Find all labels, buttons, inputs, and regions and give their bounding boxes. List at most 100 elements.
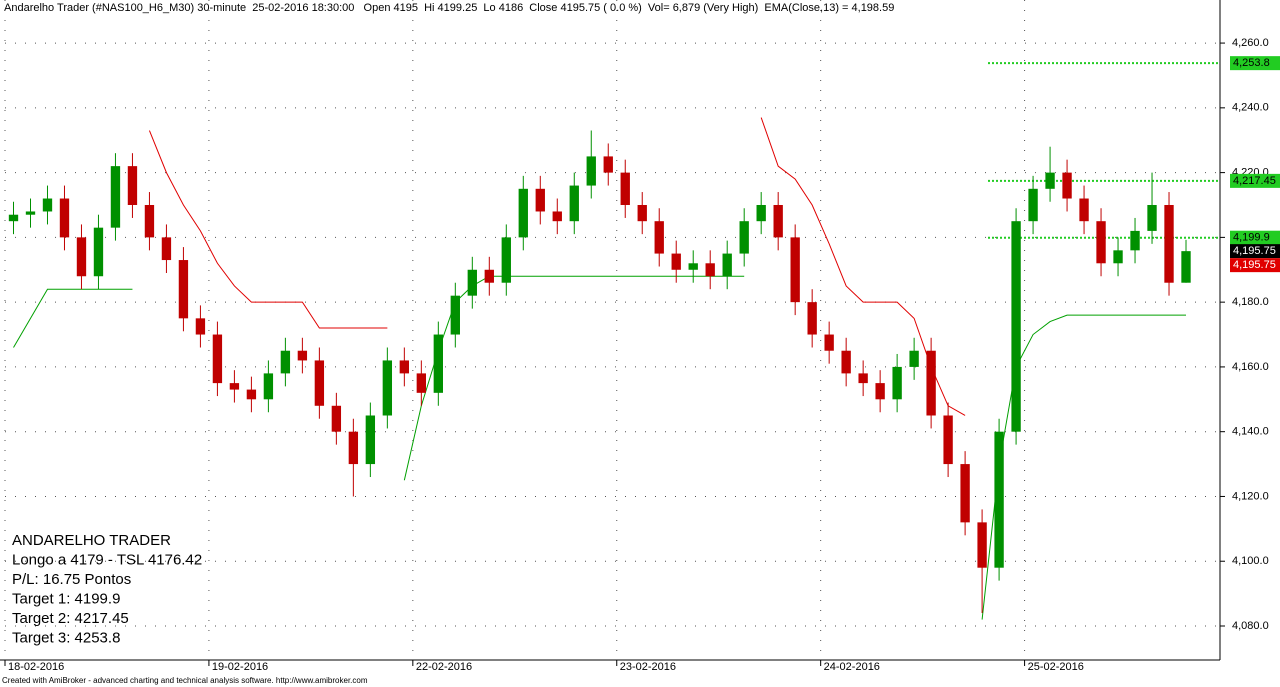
candle-body: [688, 263, 698, 270]
x-tick-label: 24-02-2016: [824, 661, 880, 673]
candle-body: [433, 334, 443, 393]
candle-body: [212, 334, 223, 384]
candle-body: [144, 204, 155, 238]
info-line: P/L: 16.75 Pontos: [12, 571, 131, 588]
footer: Created with AmiBroker - advanced charti…: [2, 676, 368, 685]
candle-body: [331, 405, 342, 432]
candle-body: [569, 185, 579, 222]
candle-body: [110, 166, 121, 228]
candle-body: [586, 156, 596, 186]
candle-body: [722, 253, 732, 277]
candle-body: [59, 198, 70, 238]
candle-body: [93, 227, 104, 277]
candle-body: [1147, 204, 1157, 231]
candle-body: [1181, 251, 1191, 283]
candle-body: [382, 360, 393, 416]
price-marker: [1230, 244, 1280, 259]
candle-body: [399, 360, 410, 374]
level-label: 4,217.45: [1233, 175, 1276, 187]
candle-body: [858, 373, 868, 384]
level-box: [1230, 173, 1280, 188]
y-tick-label: 4,140.0: [1232, 426, 1269, 438]
stop-line: [13, 288, 133, 348]
candle-body: [943, 415, 953, 465]
candle-body: [739, 221, 749, 254]
candle-body: [76, 237, 87, 277]
candle-body: [178, 260, 189, 319]
candle-body: [705, 263, 715, 277]
candle-body: [994, 431, 1004, 568]
candle-body: [1028, 188, 1038, 222]
x-tick-label: 22-02-2016: [416, 661, 472, 673]
candle-body: [25, 211, 36, 215]
candle-body: [756, 204, 766, 222]
candle-body: [1079, 198, 1089, 222]
info-line: Target 3: 4253.8: [12, 629, 120, 646]
candle-body: [484, 269, 494, 283]
y-tick-label: 4,080.0: [1232, 620, 1269, 632]
candle-body: [518, 188, 528, 238]
candle-body: [127, 166, 138, 205]
candle-body: [229, 383, 240, 390]
candle-body: [654, 221, 664, 254]
candle-body: [467, 269, 477, 296]
candle-body: [348, 431, 359, 465]
candle-body: [1130, 230, 1140, 251]
candle-body: [246, 389, 257, 400]
candle-body: [1011, 221, 1021, 432]
candle-body: [824, 334, 834, 351]
candle-body: [841, 350, 851, 374]
candle-body: [1045, 172, 1055, 189]
candle-body: [314, 360, 325, 406]
candle-body: [263, 373, 274, 400]
candle-body: [161, 237, 172, 261]
candle-body: [280, 350, 291, 374]
stop-line: [148, 130, 388, 329]
price-marker: [1230, 258, 1280, 273]
candle-body: [960, 464, 970, 523]
candle-body: [535, 188, 545, 212]
y-tick-label: 4,100.0: [1232, 555, 1269, 567]
info-line: ANDARELHO TRADER: [12, 532, 171, 549]
candle-body: [1164, 204, 1174, 283]
candle-body: [637, 204, 647, 222]
level-box: [1230, 56, 1280, 71]
level-box: [1230, 230, 1280, 245]
candle-body: [42, 198, 53, 212]
candle-body: [1113, 250, 1123, 264]
candle-body: [620, 172, 630, 205]
candle-body: [926, 350, 936, 416]
info-line: Target 1: 4199.9: [12, 590, 120, 607]
candle-body: [450, 295, 460, 335]
candle-body: [909, 350, 919, 367]
chart-title: Andarelho Trader (#NAS100_H6_M30) 30-min…: [4, 2, 894, 14]
x-tick-label: 25-02-2016: [1028, 661, 1084, 673]
price-marker-label: 4,195.75: [1233, 259, 1276, 271]
candle-body: [552, 211, 562, 222]
candle-body: [195, 318, 206, 335]
level-label: 4,253.8: [1233, 57, 1270, 69]
candle-body: [671, 253, 681, 270]
candle-body: [501, 237, 511, 283]
candle-body: [1062, 172, 1072, 199]
y-tick-label: 4,120.0: [1232, 490, 1269, 502]
candle-body: [297, 350, 308, 361]
y-tick-label: 4,160.0: [1232, 361, 1269, 373]
candle-body: [773, 204, 783, 238]
candle-body: [416, 373, 427, 393]
candle-body: [8, 214, 19, 222]
candle-body: [977, 522, 987, 568]
candle-body: [365, 415, 376, 465]
y-tick-label: 4,180.0: [1232, 296, 1269, 308]
candle-body: [1096, 221, 1106, 264]
candle-body: [807, 302, 817, 335]
candle-body: [603, 156, 613, 173]
x-tick-label: 19-02-2016: [212, 661, 268, 673]
x-tick-label: 23-02-2016: [620, 661, 676, 673]
stop-line: [403, 275, 745, 481]
level-label: 4,199.9: [1233, 232, 1270, 244]
info-line: Target 2: 4217.45: [12, 610, 129, 627]
candle-body: [790, 237, 800, 303]
